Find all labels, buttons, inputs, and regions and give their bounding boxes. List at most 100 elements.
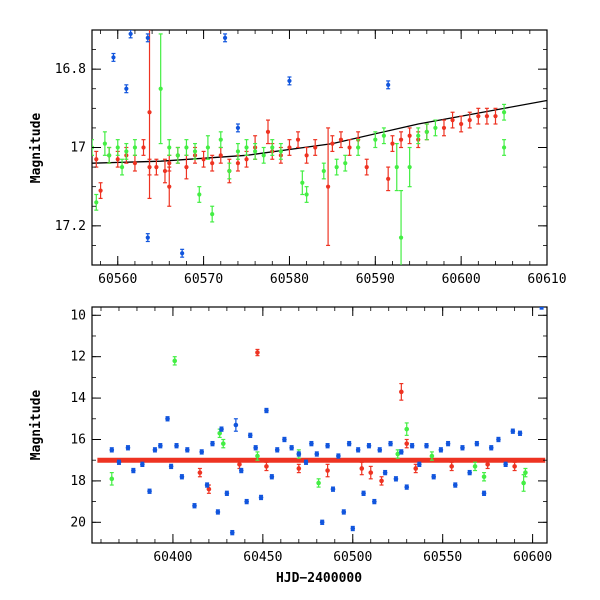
- data-point: [184, 139, 189, 156]
- data-point: [512, 461, 517, 472]
- data-point: [404, 422, 410, 436]
- top-y-axis-label: Magnitude: [29, 113, 44, 184]
- x-tick-label: 60570: [184, 272, 223, 287]
- data-point: [417, 461, 422, 468]
- data-point: [431, 474, 436, 480]
- data-point: [132, 139, 138, 156]
- data-point: [488, 445, 494, 451]
- data-point: [445, 440, 451, 447]
- x-tick-label: 60400: [153, 550, 192, 565]
- data-point: [145, 33, 150, 43]
- data-point: [247, 432, 253, 439]
- data-point: [278, 142, 283, 160]
- data-point: [220, 438, 226, 449]
- data-point: [238, 467, 244, 474]
- data-point: [244, 139, 249, 156]
- data-point: [128, 30, 133, 39]
- data-point: [377, 447, 383, 453]
- data-point: [94, 150, 99, 168]
- data-point: [416, 127, 421, 145]
- data-point: [261, 146, 266, 164]
- data-point: [313, 139, 318, 156]
- data-point: [433, 119, 438, 137]
- x-tick-label: 60600: [442, 272, 481, 287]
- top-data-points-layer: [92, 30, 507, 265]
- x-tick-label: 60600: [513, 550, 552, 565]
- data-point: [438, 447, 444, 453]
- data-point: [218, 146, 223, 164]
- data-point: [303, 459, 309, 465]
- data-point: [282, 436, 287, 443]
- x-tick-label: 60450: [243, 550, 282, 565]
- data-point: [382, 469, 388, 476]
- data-point: [175, 146, 180, 164]
- data-point: [222, 33, 228, 43]
- data-point: [172, 356, 178, 366]
- data-point: [395, 449, 401, 459]
- data-point: [304, 186, 309, 203]
- data-point: [116, 459, 122, 465]
- data-point: [219, 426, 224, 432]
- data-point: [476, 107, 481, 125]
- x-tick-label: 60590: [356, 272, 395, 287]
- bottom-axis-ticks: 60400 60450 60500 60550 60600 10 12 14 16 18 20: [70, 307, 552, 565]
- data-point: [269, 474, 275, 480]
- data-point: [413, 463, 419, 474]
- data-point: [364, 158, 369, 176]
- x-tick-label: 60610: [527, 272, 566, 287]
- data-point: [467, 469, 472, 476]
- data-point: [496, 436, 501, 443]
- data-point: [204, 482, 210, 488]
- data-point: [330, 135, 335, 153]
- data-point: [132, 154, 138, 172]
- data-point: [485, 459, 490, 470]
- data-point: [346, 440, 352, 447]
- data-point: [393, 476, 399, 482]
- data-point: [386, 80, 391, 90]
- data-point: [355, 447, 361, 453]
- data-point: [521, 474, 526, 492]
- data-point: [399, 449, 404, 455]
- data-point: [210, 205, 215, 223]
- data-point: [235, 142, 241, 160]
- data-point: [325, 463, 330, 478]
- data-point: [192, 142, 198, 160]
- x-tick-label: 60500: [333, 550, 372, 565]
- data-point: [361, 490, 366, 496]
- data-point: [501, 103, 507, 121]
- data-point: [314, 451, 320, 457]
- data-point: [289, 445, 294, 451]
- data-point: [503, 461, 508, 468]
- data-point: [452, 482, 458, 488]
- data-point: [145, 233, 150, 243]
- data-point: [523, 467, 528, 478]
- data-point: [102, 131, 107, 156]
- data-point: [167, 139, 172, 156]
- data-point: [158, 443, 163, 449]
- y-tick-label: 17: [70, 141, 86, 156]
- data-point: [210, 440, 215, 447]
- bottom-y-axis-label: Magnitude: [29, 390, 44, 461]
- data-point: [287, 76, 292, 86]
- data-point: [341, 509, 347, 515]
- data-point: [407, 127, 412, 145]
- data-point: [493, 107, 498, 125]
- data-point: [381, 127, 386, 145]
- data-point: [296, 451, 302, 457]
- bottom-x-axis-label: HJD−2400000: [276, 571, 362, 586]
- data-point: [474, 440, 480, 447]
- data-point: [472, 461, 478, 472]
- data-point: [141, 139, 146, 156]
- data-point: [215, 509, 221, 515]
- data-point: [179, 474, 185, 480]
- data-point: [124, 142, 129, 160]
- data-point: [347, 139, 352, 156]
- bottom-plot-frame: [91, 306, 548, 544]
- data-point: [168, 463, 174, 470]
- data-point: [309, 440, 314, 447]
- data-point: [373, 131, 378, 149]
- data-point: [244, 498, 249, 505]
- data-point: [218, 131, 223, 149]
- top-axis-ticks: 60560 60570 60580 60590 60600 60610 16.8 17 17.2: [55, 29, 567, 287]
- data-point: [287, 139, 292, 156]
